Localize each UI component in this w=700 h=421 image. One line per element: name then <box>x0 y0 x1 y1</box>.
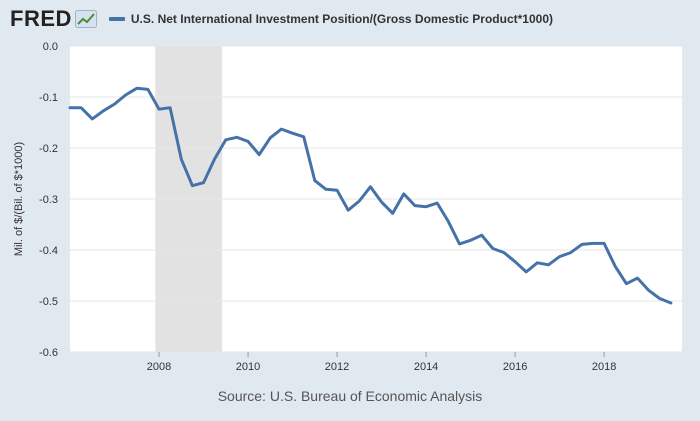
chart-line-icon <box>74 10 97 28</box>
x-axis-ticks: 2008 2010 2012 2014 2016 2018 <box>147 352 616 373</box>
gridlines <box>70 45 682 353</box>
x-tick-label: 2008 <box>147 361 171 373</box>
legend-swatch <box>108 17 125 21</box>
y-tick-label: -0.5 <box>39 296 58 308</box>
x-tick-label: 2014 <box>414 361 438 373</box>
fred-logo-text: FRED <box>10 6 72 31</box>
y-axis-ticks: 0.0 -0.1 -0.2 -0.3 -0.4 -0.5 -0.6 <box>39 41 58 359</box>
x-tick-label: 2016 <box>503 361 527 373</box>
y-tick-label: -0.4 <box>39 245 58 257</box>
series-line-0[interactable] <box>68 86 673 305</box>
y-tick-label: -0.1 <box>39 92 58 104</box>
y-tick-label: -0.3 <box>39 194 58 206</box>
chart-legend[interactable]: U.S. Net International Investment Positi… <box>108 12 553 26</box>
fred-logo[interactable]: FRED <box>10 6 97 32</box>
y-axis-label: Mil. of $/(Bil. of $*1000) <box>13 142 25 256</box>
legend-label: U.S. Net International Investment Positi… <box>130 12 553 26</box>
y-tick-label: -0.6 <box>39 347 58 359</box>
series-layer <box>68 86 673 305</box>
y-tick-label: -0.2 <box>39 143 58 155</box>
x-tick-label: 2012 <box>325 361 349 373</box>
chart-header: FRED U.S. Net International Investment P… <box>10 6 553 32</box>
source-caption: Source: U.S. Bureau of Economic Analysis <box>217 388 483 404</box>
y-tick-label: 0.0 <box>43 41 58 53</box>
x-tick-label: 2010 <box>236 361 260 373</box>
x-tick-label: 2018 <box>592 361 616 373</box>
